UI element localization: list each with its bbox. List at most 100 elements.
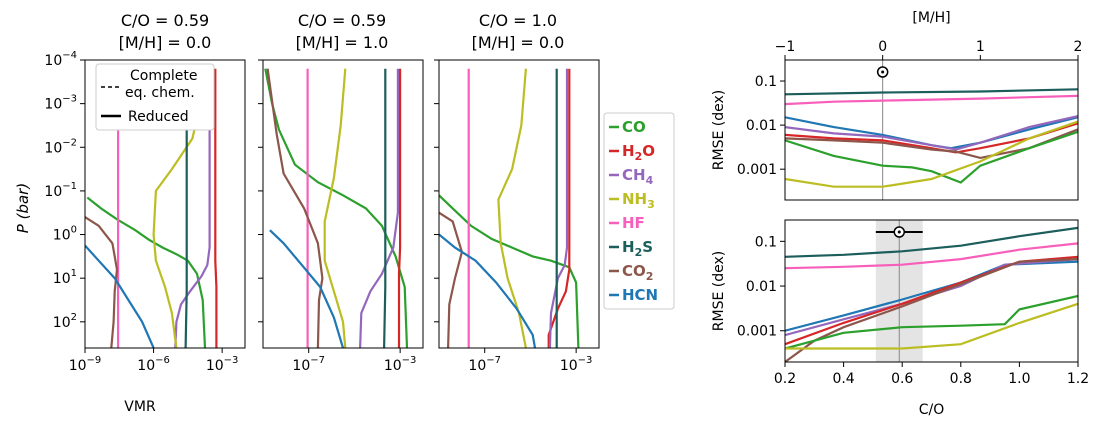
rmse-x-tick-label: 2: [1074, 39, 1083, 55]
profile-line-co2: [85, 216, 119, 348]
rmse-x-label: [M/H]: [912, 10, 950, 26]
rmse-line-co2: [785, 128, 1078, 160]
rmse-line-ch4: [785, 115, 1078, 151]
profile-line-h2s: [383, 68, 387, 348]
rmse-x-tick-label: 1.0: [1008, 371, 1030, 387]
rmse-y-tick-label: 0.001: [737, 162, 777, 178]
rmse-y-label: RMSE (dex): [711, 90, 727, 170]
species-legend: CO H2O CH4 NH3 HF H2S CO2 HCN: [603, 112, 675, 310]
rmse-y-tick-label: 0.001: [737, 324, 777, 340]
legend-complete-line2: eq. chem.: [125, 85, 195, 101]
species-legend-label: HCN: [622, 286, 658, 304]
rmse-x-label: C/O: [919, 402, 945, 418]
rmse-line-nh3: [785, 120, 1078, 188]
x-tick-label: 10−6: [137, 355, 170, 374]
profile-line-co2: [266, 68, 324, 348]
species-legend-label: HF: [622, 214, 645, 232]
sun-marker-dot: [881, 70, 885, 74]
rmse-y-tick-label: 0.1: [755, 234, 777, 250]
rmse-line-co: [785, 130, 1078, 184]
rmse-frame: [784, 219, 1079, 363]
profile-frame-2: [262, 59, 424, 349]
y-tick-label: 100: [53, 225, 77, 244]
profile-line-co: [86, 196, 207, 348]
panel1-title-line1: C/O = 0.59: [121, 11, 209, 30]
y-tick-label: 10−4: [44, 50, 77, 69]
panel3-title-line2: [M/H] = 0.0: [472, 33, 565, 52]
species-legend-label: CO2: [622, 262, 653, 283]
rmse-x-tick-label: 0.8: [950, 371, 972, 387]
panel2-title-line2: [M/H] = 1.0: [296, 33, 389, 52]
legend-reduced: Reduced: [128, 109, 189, 125]
rmse-x-tick-label: 0.2: [774, 371, 796, 387]
rmse-line-co: [785, 294, 1078, 350]
x-tick-label: 10−3: [560, 355, 593, 374]
profile-line-nh3: [323, 68, 347, 348]
species-legend-label: NH3: [622, 190, 655, 211]
rmse-line-h2s: [785, 88, 1078, 96]
rmse-line-ch4: [785, 258, 1078, 337]
profile-panel-2: 10−7 10−3: [258, 59, 424, 374]
rmse-line-hf: [785, 242, 1078, 270]
profile-line-ch4: [548, 68, 569, 348]
species-legend-label: H2S: [622, 238, 653, 259]
panel3-title-line1: C/O = 1.0: [479, 11, 557, 30]
profile-line-hcn: [269, 229, 345, 348]
profile-line-ch4: [359, 68, 399, 348]
rmse-x-tick-label: −1: [775, 39, 796, 55]
y-tick-label: 101: [53, 268, 77, 287]
y-tick-label: 10−1: [44, 181, 77, 200]
profile-line-ch4: [174, 68, 211, 348]
y-tick-label: 10−3: [44, 94, 77, 113]
sun-marker-dot: [897, 230, 901, 234]
x-tick-label: 10−3: [384, 355, 417, 374]
rmse-line-h2s: [785, 226, 1078, 258]
rmse-frame: [784, 59, 1079, 201]
rmse-x-tick-label: 1.2: [1067, 371, 1089, 387]
profile-panel-3: 10−7 10−3: [434, 59, 600, 374]
rmse-y-tick-label: 0.01: [746, 118, 777, 134]
x-tick-label: 10−3: [206, 355, 239, 374]
rmse-line-h2o: [785, 255, 1078, 346]
rmse-top-panel: 0.1 0.01 0.001 RMSE (dex) −1 0 1 2 [M/H]: [711, 10, 1083, 201]
species-legend-label: CO: [622, 118, 646, 136]
x-tick-label: 10−9: [69, 355, 102, 374]
profile-line-hcn: [439, 233, 537, 348]
profile-line-co: [439, 194, 580, 348]
profile-frame-3: [438, 59, 600, 349]
x-tick-label: 10−7: [468, 355, 501, 374]
profile-line-nh3: [497, 68, 527, 348]
profile-line-h2o: [397, 68, 402, 348]
rmse-x-tick-label: 1: [976, 39, 985, 55]
profile-frame-1: [84, 59, 246, 349]
profile-line-hcn: [85, 244, 155, 348]
panel2-title-line1: C/O = 0.59: [298, 11, 386, 30]
profile-line-co2: [439, 211, 464, 348]
y-axis-label: P (bar): [14, 183, 32, 233]
rmse-y-label: RMSE (dex): [711, 251, 727, 331]
rmse-y-tick-label: 0.1: [755, 74, 777, 90]
rmse-x-tick-label: 0.6: [891, 371, 913, 387]
rmse-y-tick-label: 0.01: [746, 279, 777, 295]
style-legend: Complete eq. chem. Reduced: [95, 63, 215, 131]
x-tick-label: 10−7: [292, 355, 325, 374]
rmse-x-tick-label: 0.4: [832, 371, 854, 387]
profile-line-h2o: [547, 68, 571, 348]
rmse-bottom-panel: 0.1 0.01 0.001 RMSE (dex) 0.2 0.4 0.6 0.8 1.0 1.2…: [711, 219, 1089, 418]
profile-line-h2s: [184, 68, 188, 348]
profile-line-h2o: [214, 68, 218, 348]
y-tick-label: 102: [53, 312, 77, 331]
rmse-x-tick-label: 0: [878, 39, 887, 55]
x-axis-label: VMR: [124, 399, 156, 415]
rmse-line-nh3: [785, 302, 1078, 350]
y-tick-label: 10−2: [44, 137, 77, 156]
legend-complete-line1: Complete: [130, 68, 197, 84]
panel1-title-line2: [M/H] = 0.0: [119, 33, 212, 52]
species-legend-label: H2O: [622, 142, 655, 163]
rmse-line-hf: [785, 94, 1078, 106]
species-legend-label: CH4: [622, 166, 654, 187]
